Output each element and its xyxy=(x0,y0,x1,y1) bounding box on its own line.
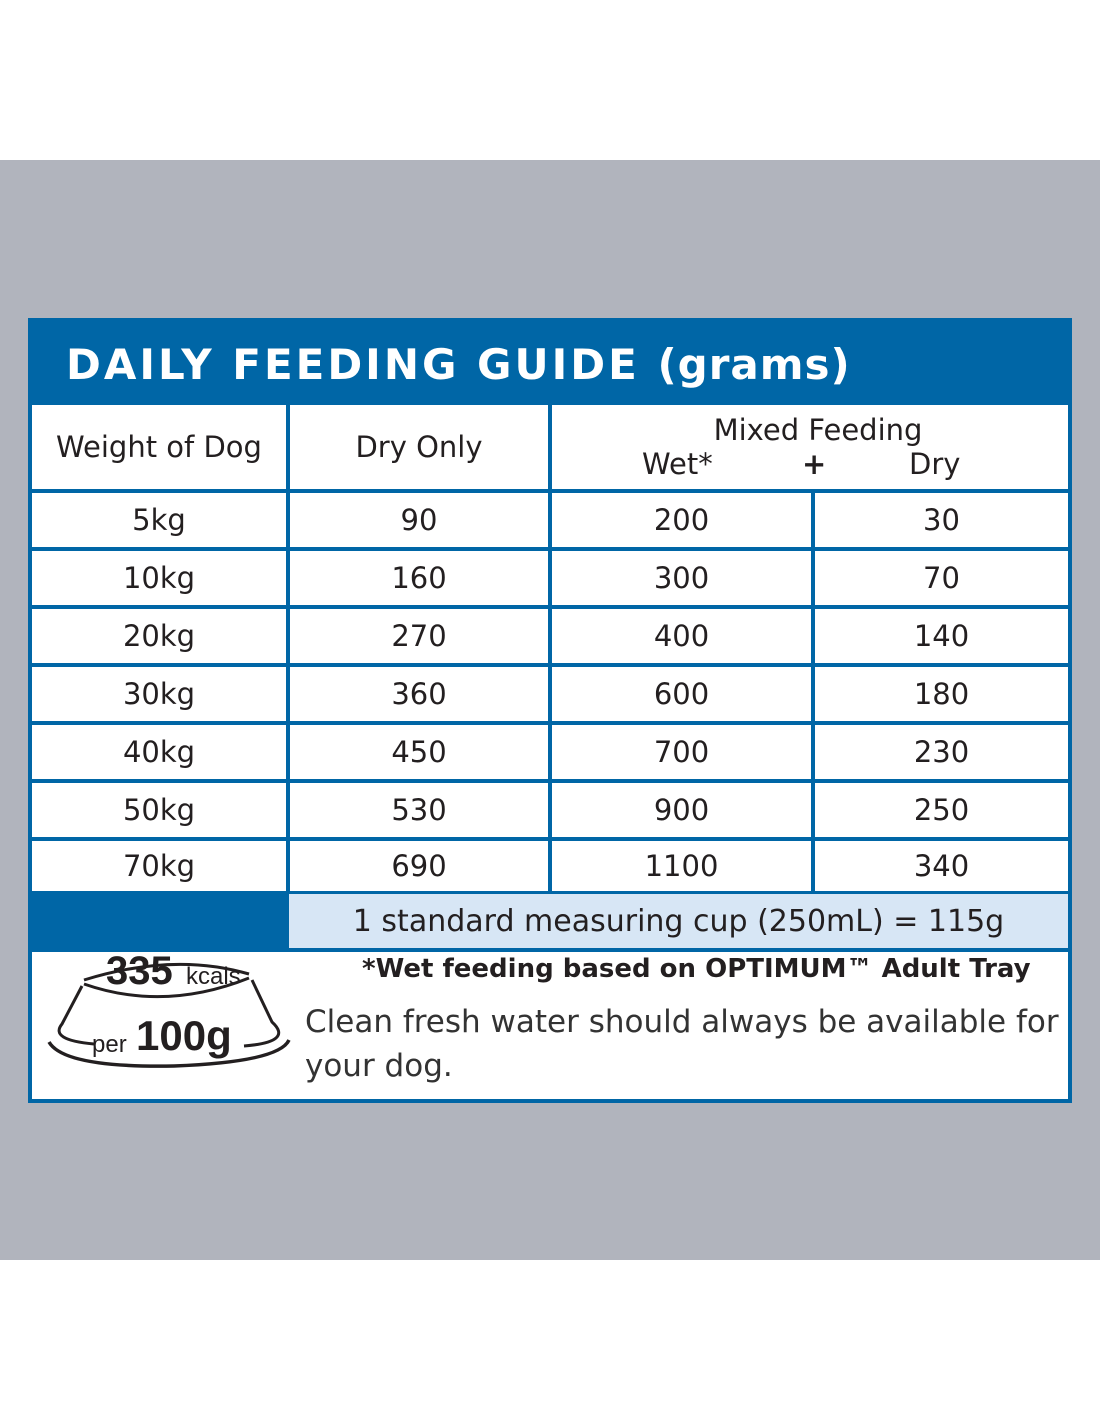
bowl-calorie-icon: 335 kcals per 100g xyxy=(47,949,291,1068)
table-cell-dry: 250 xyxy=(815,783,1068,837)
header-mixed-label: Mixed Feeding xyxy=(713,413,923,447)
calorie-unit: kcals xyxy=(186,963,241,990)
title-unit: (grams) xyxy=(657,340,851,389)
table-cell-weight: 10kg xyxy=(32,551,286,605)
table-cell-dry-only: 270 xyxy=(290,609,548,663)
table-cell-wet: 600 xyxy=(552,667,811,721)
table-cell-dry-only: 360 xyxy=(290,667,548,721)
table-cell-wet: 200 xyxy=(552,493,811,547)
page-title: DAILY FEEDING GUIDE (grams) xyxy=(66,340,851,389)
table-cell-wet: 1100 xyxy=(552,841,811,891)
table-cell-dry-only: 160 xyxy=(290,551,548,605)
cup-note: 1 standard measuring cup (250mL) = 115g xyxy=(289,894,1068,948)
table-cell-dry: 30 xyxy=(815,493,1068,547)
table-cell-weight: 20kg xyxy=(32,609,286,663)
table-cell-dry-only: 90 xyxy=(290,493,548,547)
table-cell-wet: 900 xyxy=(552,783,811,837)
wet-feeding-note: *Wet feeding based on OPTIMUM™ Adult Tra… xyxy=(362,954,1031,984)
table-cell-wet: 700 xyxy=(552,725,811,779)
water-note: Clean fresh water should always be avail… xyxy=(305,1004,1059,1084)
table-cell-dry: 70 xyxy=(815,551,1068,605)
header-weight: Weight of Dog xyxy=(32,405,286,489)
table-cell-weight: 40kg xyxy=(32,725,286,779)
feeding-guide-panel: DAILY FEEDING GUIDE (grams) Weight of Do… xyxy=(28,318,1072,1103)
table-cell-wet: 400 xyxy=(552,609,811,663)
header-plus: + xyxy=(802,447,827,481)
table-cell-dry: 140 xyxy=(815,609,1068,663)
calorie-per: per xyxy=(92,1031,127,1058)
calorie-value: 335 xyxy=(106,949,173,993)
table-cell-weight: 5kg xyxy=(32,493,286,547)
title-main: DAILY FEEDING GUIDE xyxy=(66,340,640,389)
table-cell-dry-only: 450 xyxy=(290,725,548,779)
header-mixed: Mixed Feeding Wet* + Dry xyxy=(552,405,1068,489)
header-dry-only: Dry Only xyxy=(290,405,548,489)
calorie-amount: 100g xyxy=(136,1012,232,1059)
footer: 335 kcals per 100g *Wet feeding based on… xyxy=(32,949,1068,1099)
table-cell-dry: 230 xyxy=(815,725,1068,779)
table-cell-weight: 70kg xyxy=(32,841,286,891)
table-cell-weight: 50kg xyxy=(32,783,286,837)
table-cell-wet: 300 xyxy=(552,551,811,605)
header-dry: Dry xyxy=(909,447,961,481)
header-wet: Wet* xyxy=(642,447,713,481)
table-cell-dry: 340 xyxy=(815,841,1068,891)
table-cell-dry-only: 530 xyxy=(290,783,548,837)
table-cell-weight: 30kg xyxy=(32,667,286,721)
table-cell-dry-only: 690 xyxy=(290,841,548,891)
table-cell-dry: 180 xyxy=(815,667,1068,721)
